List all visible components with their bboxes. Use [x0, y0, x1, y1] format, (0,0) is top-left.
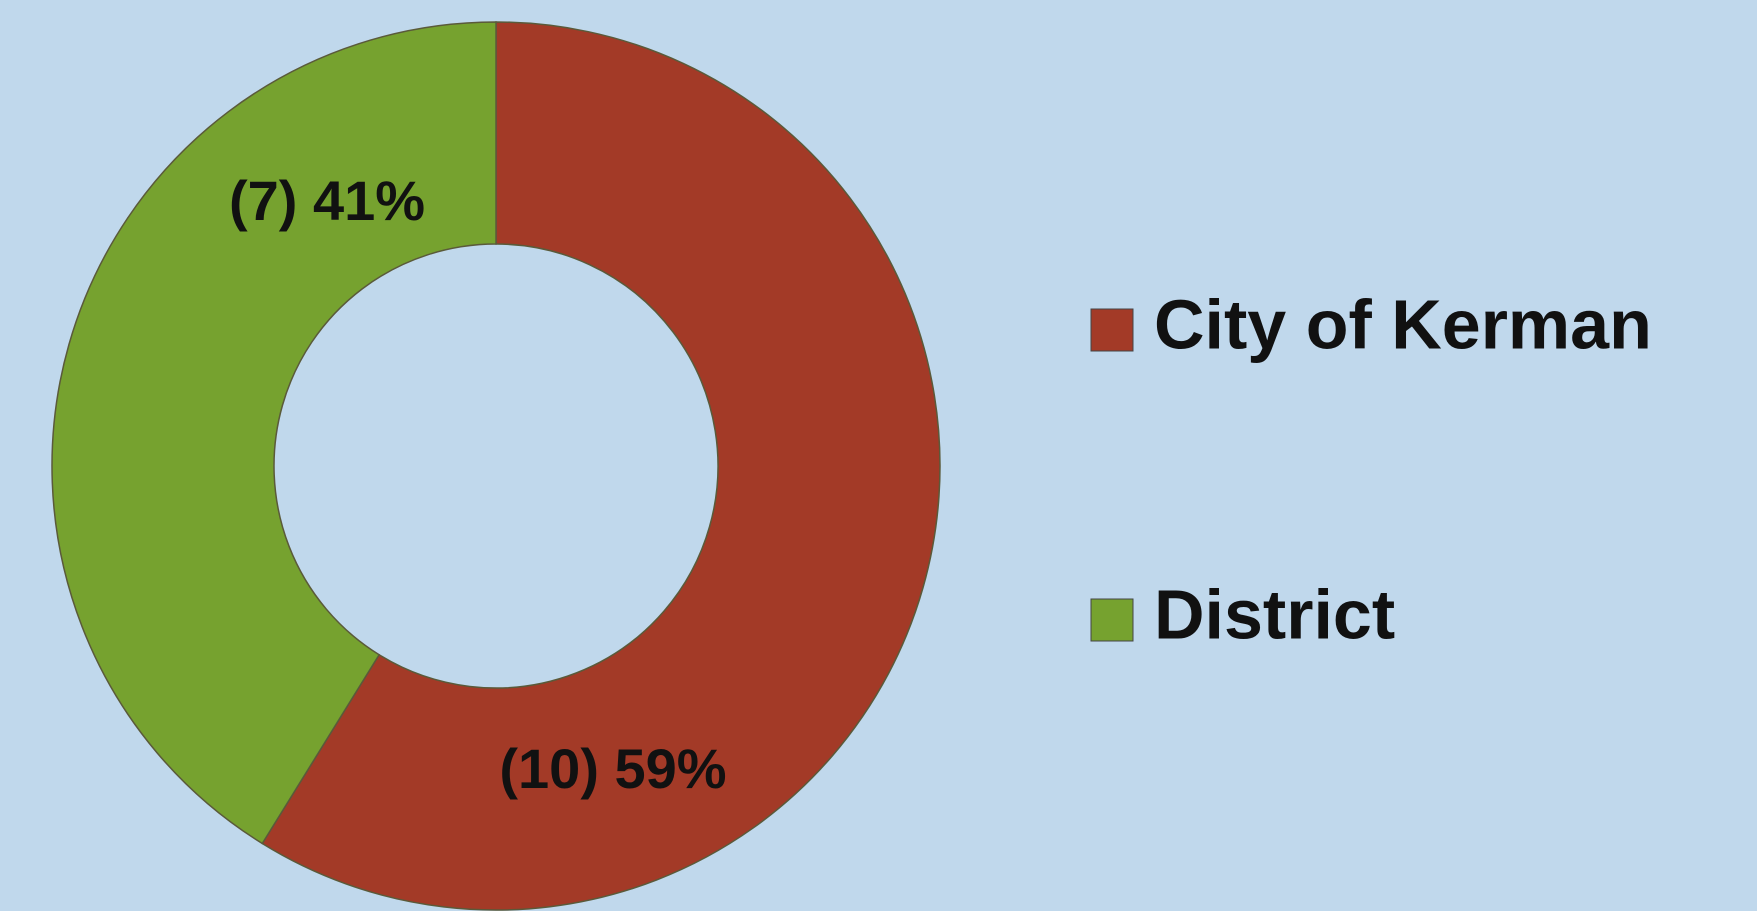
- legend-swatch: [1090, 598, 1134, 642]
- legend-label: District: [1154, 575, 1395, 653]
- donut-segment: [261, 21, 941, 911]
- data-label: (7) 41%: [229, 169, 425, 232]
- data-label: (10) 59%: [499, 737, 726, 800]
- legend-label: City of Kerman: [1154, 285, 1652, 363]
- legend-swatch: [1090, 308, 1134, 352]
- donut-segment: [51, 21, 497, 845]
